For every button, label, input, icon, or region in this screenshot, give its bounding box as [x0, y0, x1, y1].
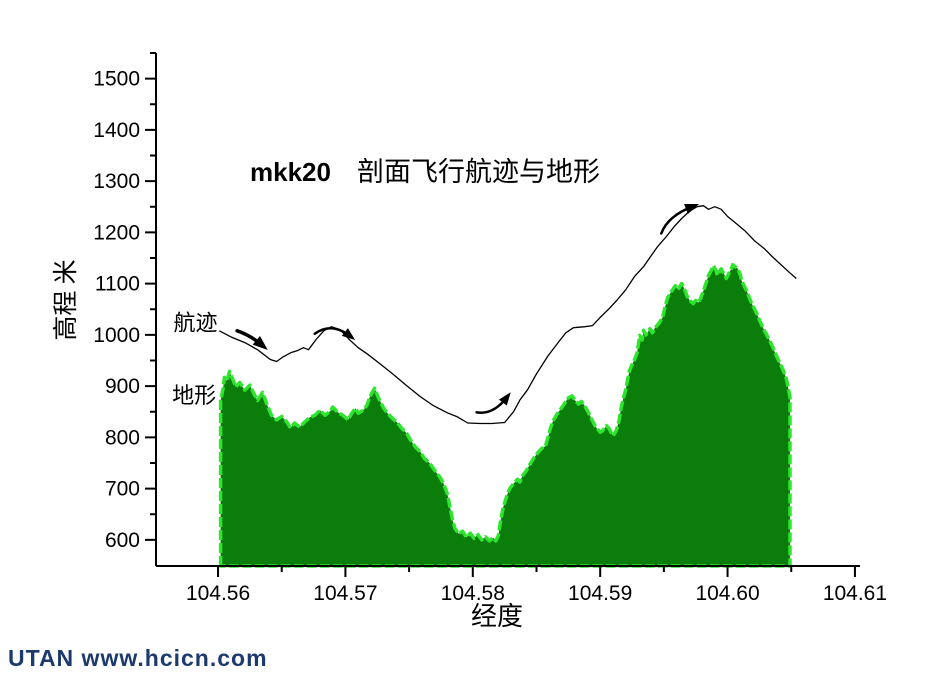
- x-tick-label: 104.57: [313, 582, 377, 605]
- flight-direction-arrowhead: [341, 328, 356, 340]
- y-axis-label: 高程 米: [53, 259, 80, 341]
- y-tick-label: 1500: [93, 68, 140, 91]
- watermark-text: UTAN www.hcicn.com: [8, 645, 268, 671]
- terrain-area: [218, 262, 792, 568]
- series-label: 地形: [172, 383, 216, 408]
- y-tick-label: 900: [105, 375, 140, 398]
- y-tick-label: 1000: [93, 324, 140, 347]
- x-axis-label: 经度: [470, 602, 523, 631]
- y-tick-label: 800: [105, 426, 140, 449]
- y-tick-label: 600: [105, 529, 140, 552]
- y-tick-label: 1100: [95, 273, 140, 296]
- series-label: 航迹: [173, 311, 217, 336]
- flight-direction-arrowhead: [498, 392, 511, 406]
- x-tick-label: 104.56: [186, 582, 250, 605]
- y-tick-label: 700: [105, 478, 140, 501]
- y-tick-label: 1200: [93, 221, 140, 244]
- x-tick-label: 104.61: [823, 582, 887, 605]
- flight-direction-arrowhead: [684, 203, 700, 214]
- chart-title-text: 剖面飞行航迹与地形: [356, 157, 600, 187]
- chart-title: mkk20 剖面飞行航迹与地形: [250, 150, 600, 189]
- x-tick-label: 104.59: [568, 582, 632, 605]
- x-tick-label: 104.58: [441, 582, 505, 605]
- x-tick-label: 104.60: [695, 582, 759, 605]
- y-tick-label: 1300: [93, 170, 140, 193]
- flight-track-line: [219, 205, 797, 425]
- chart-title-id: mkk20: [250, 157, 331, 187]
- y-tick-label: 1400: [93, 119, 140, 142]
- flight-direction-arrowhead: [252, 335, 268, 350]
